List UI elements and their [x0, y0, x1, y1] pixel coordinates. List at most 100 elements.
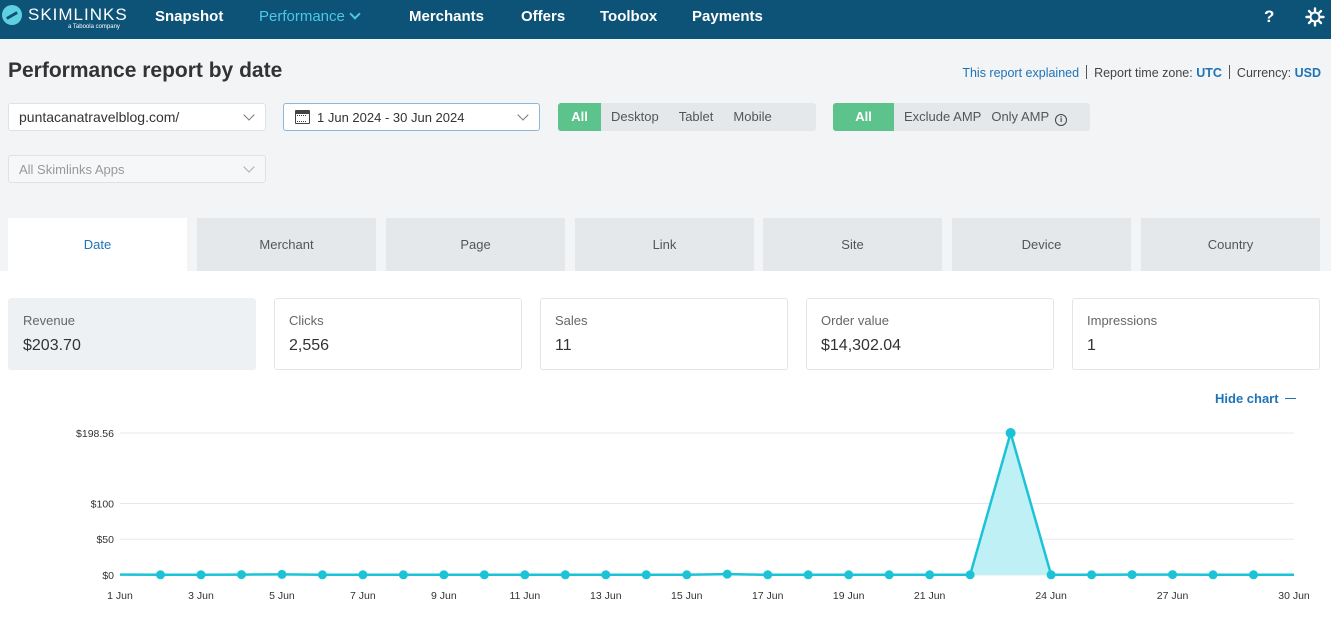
data-point — [1168, 570, 1178, 580]
nav-toolbox[interactable]: Toolbox — [600, 8, 658, 25]
data-point — [398, 570, 408, 580]
chevron-down-icon — [349, 8, 361, 20]
metric-card-impressions[interactable]: Impressions 1 — [1072, 298, 1320, 370]
chevron-down-icon — [243, 109, 255, 121]
x-tick-label: 5 Jun — [269, 590, 295, 602]
device-all-option[interactable]: All — [558, 103, 601, 131]
metric-card-revenue[interactable]: Revenue $203.70 — [8, 298, 256, 370]
data-point — [277, 569, 287, 579]
data-point — [682, 570, 692, 580]
data-point — [1087, 570, 1097, 580]
data-point — [1249, 570, 1259, 580]
tab-device[interactable]: Device — [952, 218, 1131, 271]
amp-all-option[interactable]: All — [833, 103, 894, 131]
metric-card-sales[interactable]: Sales 11 — [540, 298, 788, 370]
tab-link[interactable]: Link — [575, 218, 754, 271]
metric-label: Order value — [821, 313, 889, 328]
nav-offers[interactable]: Offers — [521, 8, 566, 25]
data-point — [479, 570, 489, 580]
y-tick-label: $0 — [102, 570, 114, 582]
timezone-label: Report time zone: — [1094, 66, 1193, 80]
data-point — [236, 570, 246, 580]
revenue-area — [120, 433, 1294, 575]
nav-snapshot[interactable]: Snapshot — [155, 8, 224, 25]
date-range-select[interactable]: 1 Jun 2024 - 30 Jun 2024 — [283, 103, 540, 131]
data-point — [560, 570, 570, 580]
metric-value: $14,302.04 — [821, 337, 902, 354]
data-point — [763, 570, 773, 580]
data-point — [1208, 570, 1218, 580]
nav-performance[interactable]: Performance — [259, 8, 361, 25]
tab-page[interactable]: Page — [386, 218, 565, 271]
data-point — [317, 570, 327, 580]
metric-label: Impressions — [1087, 313, 1158, 328]
x-tick-label: 13 Jun — [590, 590, 622, 602]
data-point — [803, 570, 813, 580]
amp-exclude-option[interactable]: Exclude AMP — [904, 109, 982, 124]
metric-card-order-value[interactable]: Order value $14,302.04 — [806, 298, 1054, 370]
tab-site[interactable]: Site — [763, 218, 942, 271]
brand-tagline: a Taboola company — [68, 24, 120, 30]
x-tick-label: 19 Jun — [833, 590, 865, 602]
nav-merchants[interactable]: Merchants — [409, 8, 485, 25]
tab-country[interactable]: Country — [1141, 218, 1320, 271]
brand-name: SKIMLINKS — [28, 5, 128, 24]
hide-chart-button[interactable]: Hide chart — [1215, 391, 1296, 406]
date-range-value: 1 Jun 2024 - 30 Jun 2024 — [317, 110, 465, 125]
amp-only-label: Only AMP — [991, 109, 1050, 124]
metric-value: 11 — [555, 337, 572, 354]
x-tick-label: 7 Jun — [350, 590, 376, 602]
revenue-chart: $0 $50 $100 $198.56 1 Jun 3 Jun 5 Jun 7 Jun 9 Ju… — [76, 428, 1310, 602]
metric-value: 1 — [1087, 337, 1096, 354]
report-meta: This report explained Report time zone: U… — [962, 65, 1321, 80]
info-icon[interactable]: i — [1055, 114, 1068, 126]
skimlinks-logo[interactable]: SKIMLINKS a Taboola company — [0, 0, 140, 39]
revenue-line — [119, 431, 1294, 577]
calendar-icon — [295, 110, 310, 124]
chevron-down-icon — [243, 161, 255, 173]
tab-date[interactable]: Date — [8, 218, 187, 271]
metric-card-clicks[interactable]: Clicks 2,556 — [274, 298, 522, 370]
nav-payments[interactable]: Payments — [692, 8, 763, 25]
domain-select-value: puntacanatravelblog.com/ — [19, 109, 180, 125]
data-point — [196, 570, 206, 580]
device-tablet-option[interactable]: Tablet — [678, 109, 714, 124]
x-tick-label: 9 Jun — [431, 590, 457, 602]
help-icon[interactable]: ? — [1264, 7, 1275, 26]
device-mobile-option[interactable]: Mobile — [733, 109, 772, 124]
timezone-value[interactable]: UTC — [1196, 66, 1222, 80]
y-tick-label: $100 — [91, 498, 115, 510]
metric-value: 2,556 — [289, 337, 330, 354]
metric-label: Revenue — [23, 313, 76, 328]
data-point — [844, 570, 854, 580]
apps-select[interactable]: All Skimlinks Apps — [8, 155, 266, 183]
domain-select[interactable]: puntacanatravelblog.com/ — [8, 103, 266, 131]
data-point — [925, 570, 935, 580]
x-tick-label: 3 Jun — [188, 590, 214, 602]
x-tick-label: 11 Jun — [509, 590, 540, 602]
page-title: Performance report by date — [8, 59, 283, 82]
tab-merchant[interactable]: Merchant — [197, 218, 376, 271]
metric-label: Clicks — [289, 313, 324, 328]
data-point — [722, 569, 732, 579]
settings-gear-icon[interactable] — [1305, 7, 1325, 27]
divider — [1086, 65, 1088, 79]
data-point — [641, 570, 651, 580]
report-explained-link[interactable]: This report explained — [962, 66, 1080, 80]
chevron-down-icon — [517, 109, 529, 121]
amp-filter: All Exclude AMP Only AMP i — [833, 103, 1090, 131]
skimlinks-logo-icon — [2, 5, 22, 25]
metric-value: $203.70 — [23, 337, 81, 354]
y-tick-label: $198.56 — [76, 428, 114, 440]
data-point — [1127, 570, 1137, 580]
currency-value[interactable]: USD — [1294, 66, 1321, 80]
device-desktop-option[interactable]: Desktop — [611, 109, 659, 124]
data-point — [439, 570, 449, 580]
y-tick-label: $50 — [96, 534, 114, 546]
metric-label: Sales — [555, 313, 588, 328]
data-point — [520, 570, 530, 580]
x-tick-label: 1 Jun — [107, 590, 133, 602]
x-tick-label: 21 Jun — [914, 590, 946, 602]
amp-only-option[interactable]: Only AMP i — [991, 103, 1077, 131]
x-tick-label: 17 Jun — [752, 590, 784, 602]
